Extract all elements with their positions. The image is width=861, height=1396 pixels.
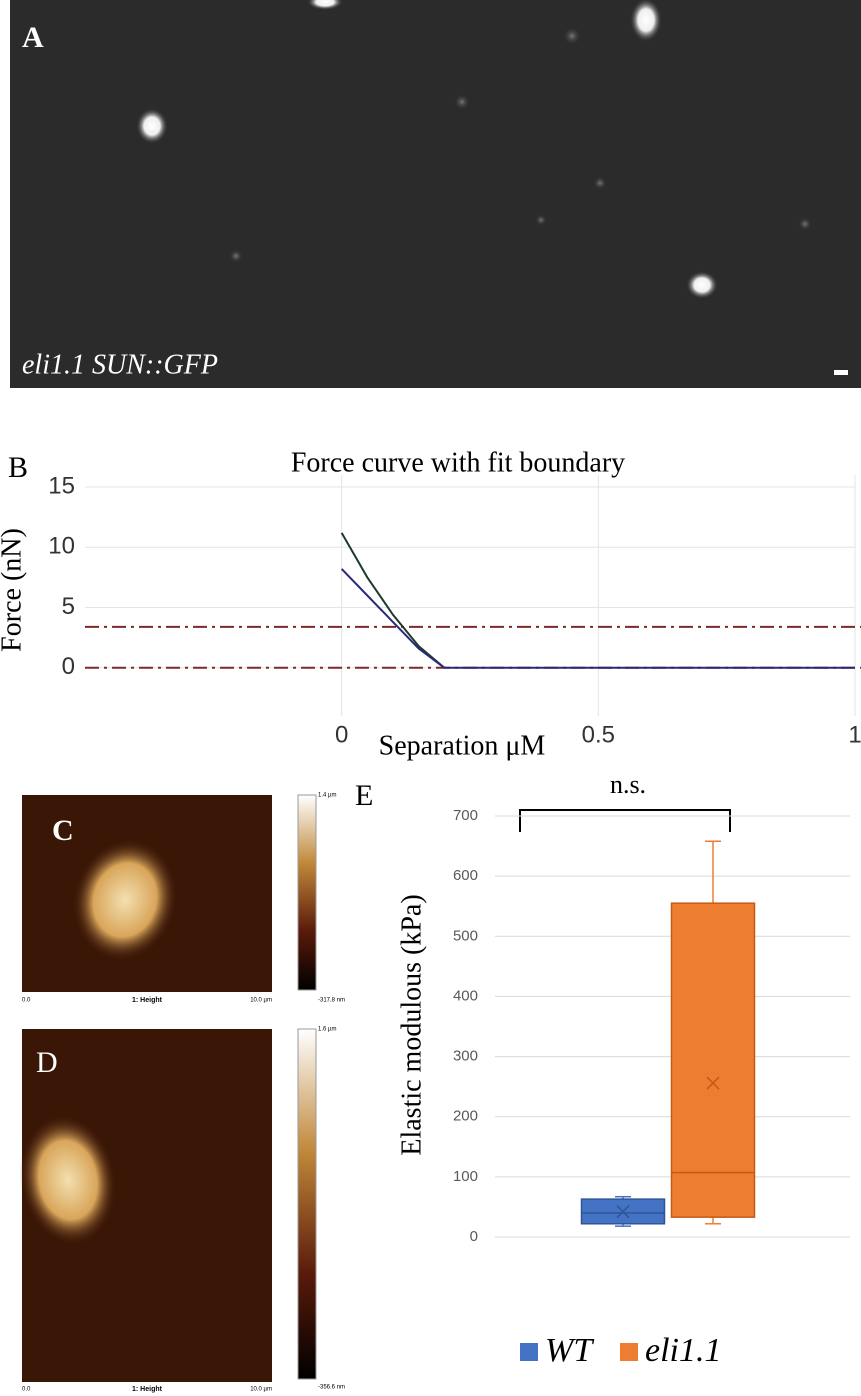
axis-label: 0.0 [22,998,31,1004]
force-curve [340,568,855,669]
y-tick-label: 600 [453,867,478,884]
y-tick-label: 5 [62,593,75,620]
channel-label: 1: Height [132,1386,163,1393]
y-tick-label: 500 [453,927,478,944]
y-tick-label: 200 [453,1108,478,1125]
nucleus-spot [630,0,662,42]
legend-swatch [520,1343,538,1361]
panel-a: A eli1.1 SUN::GFP [10,0,861,388]
x-tick-label: 1 [848,721,861,748]
axis-label: 10.0 µm [250,1387,272,1393]
channel-label: 1: Height [132,997,163,1004]
panel-label: C [52,814,74,847]
panel-label: E [355,779,373,812]
panel-label: B [8,451,28,484]
y-tick-label: 10 [48,533,75,560]
panel-c: C 1.4 µm -317.8 nm 0.0 1: Height 10.0 µm [22,793,345,1004]
y-tick-label: 400 [453,987,478,1004]
axis-label: 0.0 [22,1387,31,1393]
significance-bracket [519,809,731,832]
dim-spot [229,249,243,263]
scale-label: 1.6 µm [318,1027,336,1033]
nucleus-spot [136,108,168,144]
annotation: n.s. [610,770,646,799]
micrograph [10,0,861,388]
axis-label: 10.0 µm [250,998,272,1004]
nucleus-spot [307,0,343,10]
scale-label: -317.8 nm [318,998,345,1004]
legend-label: eli1.1 [645,1332,721,1369]
box [670,902,756,1218]
y-tick-label: 300 [453,1048,478,1065]
x-axis-label: Separation μM [379,730,546,761]
mean-marker [616,1205,630,1219]
nucleus [19,1114,117,1246]
force-curve [340,532,445,669]
dim-spot [798,217,812,231]
y-tick-label: 100 [453,1168,478,1185]
scale-label: 1.4 µm [318,793,336,799]
dim-spot [454,94,470,110]
dim-spot [535,214,547,226]
panel-d: D 1.6 µm -356.6 nm 0.0 1: Height 10.0 µm [19,1027,345,1393]
legend-label: WT [545,1332,594,1369]
nucleus-spot [686,271,718,299]
color-bar [297,1028,317,1380]
x-tick-label: 0.5 [582,721,615,748]
caption: eli1.1 SUN::GFP [22,349,218,380]
legend-swatch [620,1343,638,1361]
y-tick-label: 0 [62,653,75,680]
scale-bar [834,370,848,375]
y-tick-label: 700 [453,807,478,824]
nucleus [72,838,178,962]
y-tick-label: 15 [48,472,75,499]
color-bar [297,794,317,991]
scale-label: -356.6 nm [318,1385,345,1391]
panel-label: D [36,1046,58,1079]
y-axis-label: Elastic modulous (kPa) [396,894,427,1155]
dim-spot [563,27,581,45]
dim-spot [593,176,607,190]
panel-label: A [22,21,44,54]
chart-title: Force curve with fit boundary [291,447,625,478]
x-tick-label: 0 [335,721,348,748]
y-axis-label: Force (nN) [0,528,27,652]
mean-marker [706,1076,720,1090]
y-tick-label: 0 [470,1228,478,1245]
